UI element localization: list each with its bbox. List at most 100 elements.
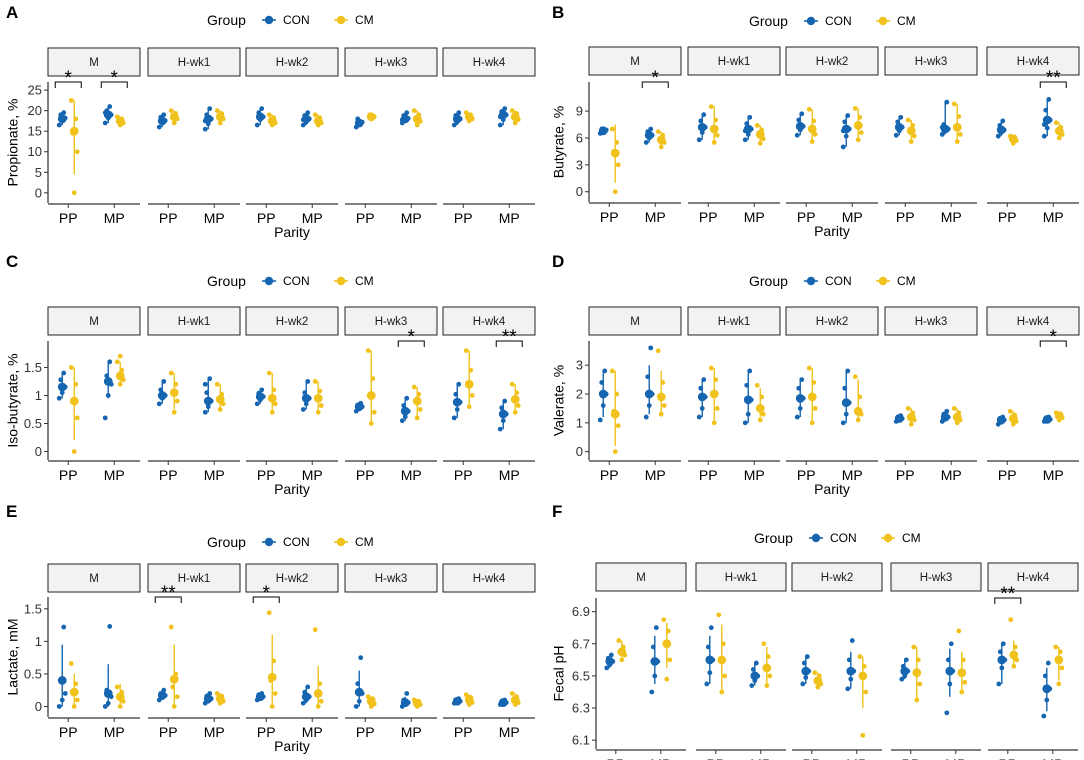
series-con [353, 655, 365, 709]
x-tick-label: MP [842, 467, 863, 483]
series-cm [956, 628, 968, 695]
y-axis-title: Fecal pH [551, 645, 567, 701]
data-point [645, 374, 651, 380]
y-tick-label: 6 [576, 130, 583, 145]
y-tick-label: 1 [35, 634, 42, 649]
mean-point [750, 671, 760, 681]
x-tick-label: PP [454, 724, 473, 740]
x-tick-label: MP [645, 467, 666, 483]
data-point [463, 348, 469, 354]
data-point [269, 704, 275, 709]
mean-point [400, 698, 410, 707]
data-point [502, 106, 508, 111]
legend-title: Group [207, 273, 246, 289]
data-point [1053, 120, 1059, 126]
series-cm [655, 348, 667, 417]
data-point [944, 710, 950, 716]
data-point [957, 131, 963, 137]
x-tick-label: MP [204, 467, 225, 483]
data-point [803, 675, 809, 680]
facet-m: M PP MP [47, 563, 141, 740]
mean-point [115, 116, 125, 126]
mean-point [709, 389, 719, 399]
data-point [811, 118, 817, 124]
legend-key-cm [336, 276, 346, 286]
x-tick-label: PP [356, 210, 375, 226]
facet-strip-label: H-wk1 [725, 572, 758, 584]
significance-bracket: ** [495, 327, 523, 348]
significance-label: * [111, 68, 119, 89]
x-tick-label: PP [797, 209, 816, 225]
data-point [174, 398, 180, 404]
mean-point [103, 377, 113, 386]
series-cm [1007, 408, 1019, 427]
y-tick-label: 9 [576, 104, 583, 119]
data-point [271, 387, 277, 393]
data-point [653, 625, 659, 631]
x-tick-label: PP [699, 467, 718, 483]
data-point [1041, 713, 1047, 719]
mean-point [255, 692, 265, 702]
data-point [708, 625, 714, 631]
series-con [597, 126, 609, 136]
data-point [759, 394, 765, 400]
data-point [404, 110, 410, 116]
x-tick-label: MP [104, 467, 125, 483]
data-point [61, 370, 67, 376]
x-tick-label: PP [59, 724, 78, 740]
y-tick-label: 6.1 [572, 733, 590, 748]
legend-key-con [806, 16, 816, 26]
data-point [168, 370, 174, 376]
x-tick-label: MP [650, 756, 671, 760]
data-point [315, 409, 321, 415]
significance-bracket: * [100, 68, 128, 89]
data-point [742, 420, 748, 426]
series-con [800, 654, 812, 687]
facet-strip [147, 563, 241, 593]
series-con [840, 368, 852, 426]
data-point [1045, 660, 1051, 666]
data-point [597, 417, 603, 423]
mean-point [705, 655, 715, 665]
data-point [315, 704, 321, 709]
facet-strip [987, 562, 1079, 592]
data-point [722, 673, 728, 679]
data-point [997, 649, 1003, 655]
data-point [117, 353, 123, 359]
legend-title: Group [749, 13, 788, 29]
facet-h-wk3: H-wk3 PP MP [890, 562, 982, 760]
data-point [456, 110, 462, 116]
significance-bracket: ** [994, 584, 1022, 605]
mean-point [412, 114, 422, 124]
data-point [608, 652, 614, 658]
mean-point [906, 412, 916, 422]
facet-h-wk4: H-wk4 PP MP [986, 306, 1080, 483]
data-point [312, 379, 318, 384]
facet-strip-label: H-wk3 [920, 572, 953, 584]
series-con [794, 111, 806, 138]
significance-label: ** [1000, 584, 1015, 605]
data-point [414, 415, 420, 421]
series-con [742, 114, 754, 143]
data-point [719, 689, 725, 695]
data-point [761, 641, 767, 647]
data-point [799, 377, 805, 382]
facet-strip-label: M [636, 572, 646, 584]
facet-h-wk4: H-wk4 PP MP [442, 47, 536, 226]
x-tick-label: MP [750, 756, 771, 760]
data-point [202, 409, 208, 415]
data-point [171, 409, 177, 415]
data-point [102, 120, 108, 126]
data-point [764, 683, 770, 688]
series-con [102, 359, 114, 421]
facet-strip-label: H-wk3 [915, 316, 948, 328]
facet-strip-label: H-wk1 [178, 573, 211, 585]
series-cm [616, 638, 628, 663]
mean-point [1042, 115, 1052, 125]
data-point [1010, 421, 1016, 427]
series-cm [655, 129, 667, 150]
data-point [68, 97, 74, 103]
series-cm [365, 348, 377, 426]
mean-point [1008, 134, 1018, 144]
